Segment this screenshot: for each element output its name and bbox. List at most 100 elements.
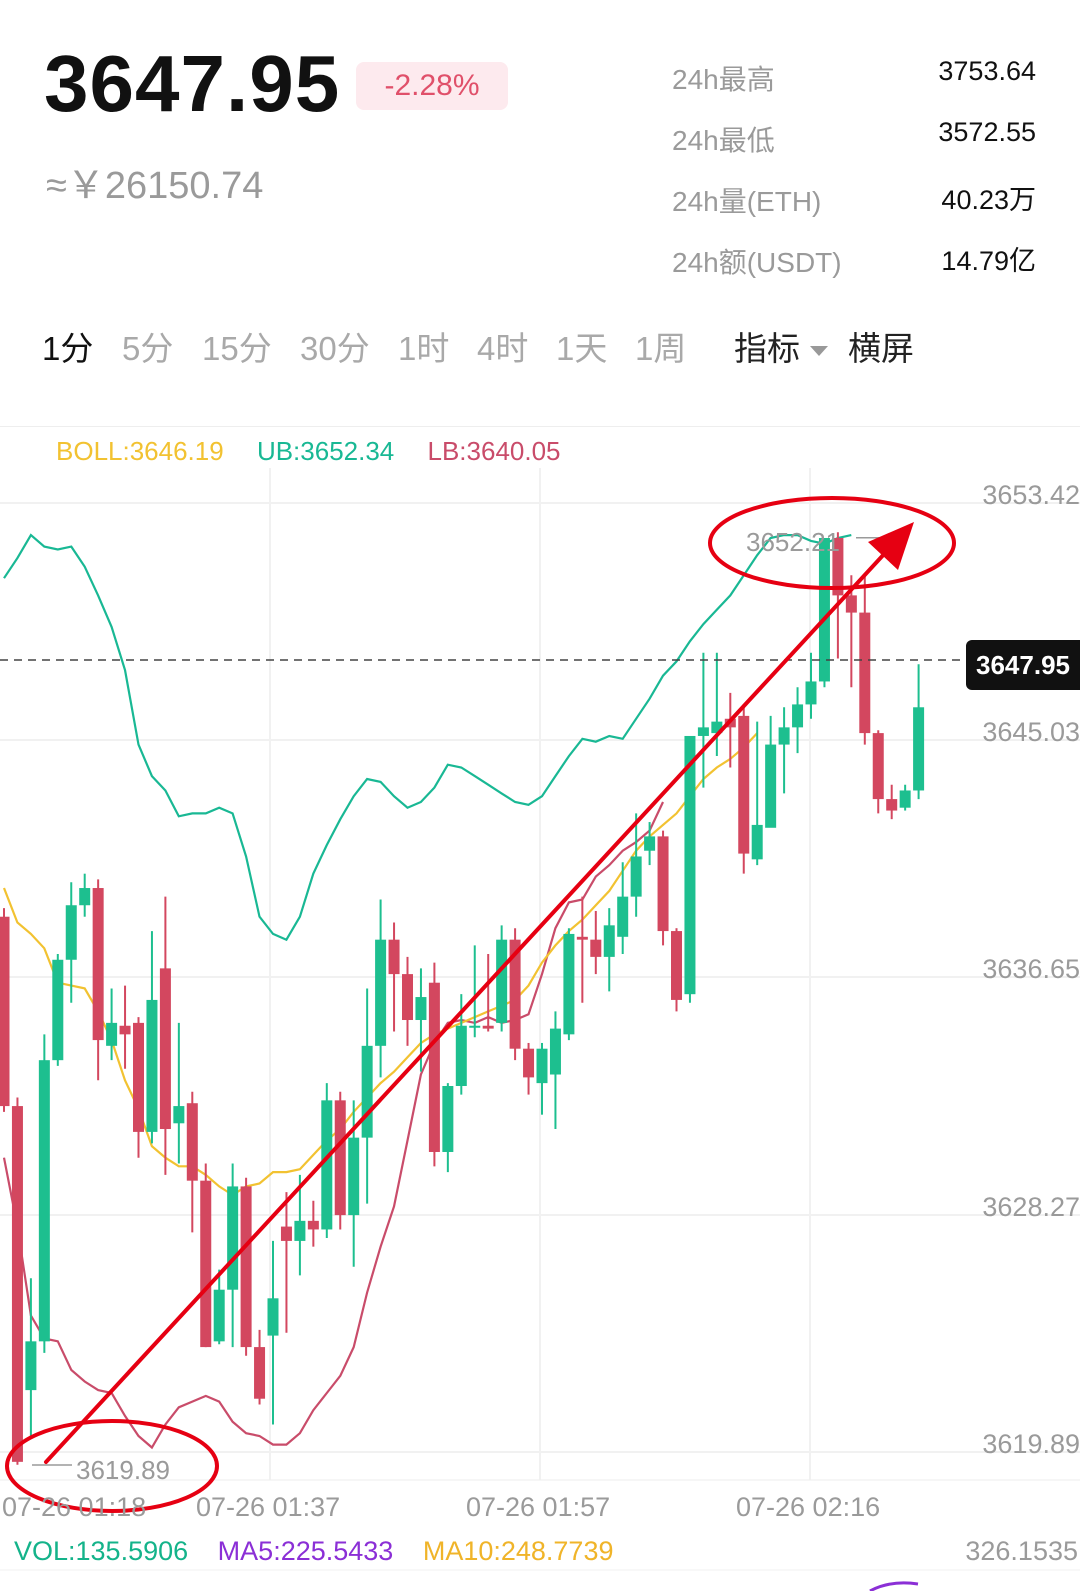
candle-down: [0, 916, 10, 1107]
candle-down: [832, 538, 844, 596]
candle-down: [119, 1025, 131, 1035]
stat-label: 24h最高: [672, 64, 775, 95]
boll-legend: BOLL:3646.19 UB:3652.34 LB:3640.05: [56, 436, 587, 467]
stat-value: 3572.55: [938, 117, 1036, 147]
candle-up: [536, 1048, 548, 1084]
boll-upper-band: [3, 533, 852, 942]
candle-down: [872, 733, 884, 800]
candle-up: [899, 790, 911, 808]
price-cny: ≈￥26150.74: [46, 165, 264, 207]
candle-up: [684, 735, 696, 995]
candle-up: [321, 1100, 333, 1230]
candle-down: [576, 936, 588, 940]
candle-up: [173, 1106, 185, 1124]
candle-up: [375, 939, 387, 1046]
candle-up: [496, 939, 508, 1023]
y-tick-label: 3628.27: [982, 1192, 1080, 1222]
tab-1week[interactable]: 1周: [635, 330, 687, 367]
candle-up: [146, 999, 158, 1132]
candle-up: [415, 997, 427, 1021]
candle-up: [455, 1025, 467, 1086]
stat-value: 40.23万: [941, 185, 1036, 215]
price-change-badge: -2.28%: [356, 62, 508, 110]
ma5-line-fragment: [869, 1581, 919, 1591]
stats-panel: 24h最高 3753.64 24h最低 3572.55 24h量(ETH) 40…: [672, 50, 1036, 294]
candle-down: [671, 931, 682, 1000]
candle-up: [213, 1289, 225, 1342]
tab-15min[interactable]: 15分: [202, 330, 272, 367]
tab-1min[interactable]: 1分: [42, 330, 94, 367]
current-price-tag: 3647.95: [966, 640, 1080, 690]
boll-mid-label: BOLL:3646.19: [56, 436, 224, 466]
candle-up: [792, 704, 804, 728]
candle-up: [227, 1186, 239, 1290]
candle-up: [38, 1060, 50, 1342]
candle-down: [200, 1180, 212, 1348]
tab-1day[interactable]: 1天: [556, 330, 608, 367]
tab-5min[interactable]: 5分: [122, 330, 174, 367]
candle-down: [240, 1186, 252, 1348]
candle-up: [563, 933, 575, 1035]
x-tick-label: 07-26 02:16: [736, 1492, 881, 1522]
stat-value: 3753.64: [938, 56, 1036, 86]
candle-down: [254, 1347, 266, 1399]
candle-up: [52, 959, 64, 1061]
candle-up: [617, 896, 629, 937]
candle-up: [751, 824, 763, 860]
candle-down: [428, 982, 440, 1152]
candle-down: [402, 974, 413, 1021]
candle-up: [778, 727, 790, 745]
x-tick-label: 07-26 01:18: [2, 1492, 147, 1522]
candle-down: [657, 836, 669, 932]
interval-tabs: 1分 5分 15分 30分 1时 4时 1天 1周 指标 横屏: [42, 322, 1042, 372]
tab-1hour[interactable]: 1时: [398, 330, 450, 367]
candle-up: [603, 925, 615, 957]
candle-down: [92, 888, 104, 1041]
candle-up: [106, 1022, 118, 1046]
candle-down: [334, 1100, 346, 1216]
boll-lower-band: [2, 801, 664, 1450]
candle-up: [818, 538, 830, 682]
divider: [0, 426, 1080, 427]
stat-volume: 24h量(ETH) 40.23万: [672, 172, 1036, 233]
boll-lb-label: LB:3640.05: [427, 436, 561, 466]
candle-down: [133, 1022, 144, 1132]
candle-up: [267, 1298, 279, 1336]
landscape-button[interactable]: 横屏: [848, 330, 914, 367]
candle-up: [697, 727, 709, 736]
candle-up: [765, 744, 777, 828]
stat-low: 24h最低 3572.55: [672, 111, 1036, 172]
stat-turnover: 24h额(USDT) 14.79亿: [672, 233, 1036, 294]
stat-value: 14.79亿: [941, 246, 1036, 276]
y-tick-label: 3653.42: [982, 480, 1080, 510]
tab-30min[interactable]: 30分: [300, 330, 370, 367]
candle-down: [11, 1106, 23, 1462]
ma5-label: MA5:225.5433: [217, 1536, 394, 1566]
high-annotation-circle: [708, 496, 956, 590]
candle-up: [630, 856, 642, 897]
candle-down: [186, 1103, 198, 1181]
indicator-dropdown[interactable]: 指标: [734, 322, 828, 370]
candle-up: [79, 888, 91, 906]
candle-up: [442, 1085, 454, 1152]
y-tick-label: 3636.65: [982, 954, 1080, 984]
ma10-label: MA10:248.7739: [422, 1536, 614, 1566]
candle-up: [711, 721, 723, 734]
candle-up: [644, 836, 656, 851]
low-marker-label: 3619.89: [76, 1455, 170, 1485]
candle-down: [859, 612, 871, 734]
candle-up: [805, 681, 817, 705]
candle-down: [845, 595, 857, 613]
trend-arrow-head: [868, 522, 914, 570]
candle-down: [307, 1220, 319, 1230]
y-tick-label: 3619.89: [982, 1429, 1080, 1459]
candle-up: [361, 1045, 373, 1138]
candle-up: [25, 1341, 37, 1391]
x-tick-label: 07-26 01:57: [466, 1492, 611, 1522]
stat-label: 24h最低: [672, 125, 775, 156]
high-marker-label: 3652.21: [746, 527, 840, 557]
caret-down-icon: [810, 346, 828, 357]
low-annotation-circle: [5, 1419, 219, 1513]
tab-4hour[interactable]: 4时: [477, 330, 529, 367]
